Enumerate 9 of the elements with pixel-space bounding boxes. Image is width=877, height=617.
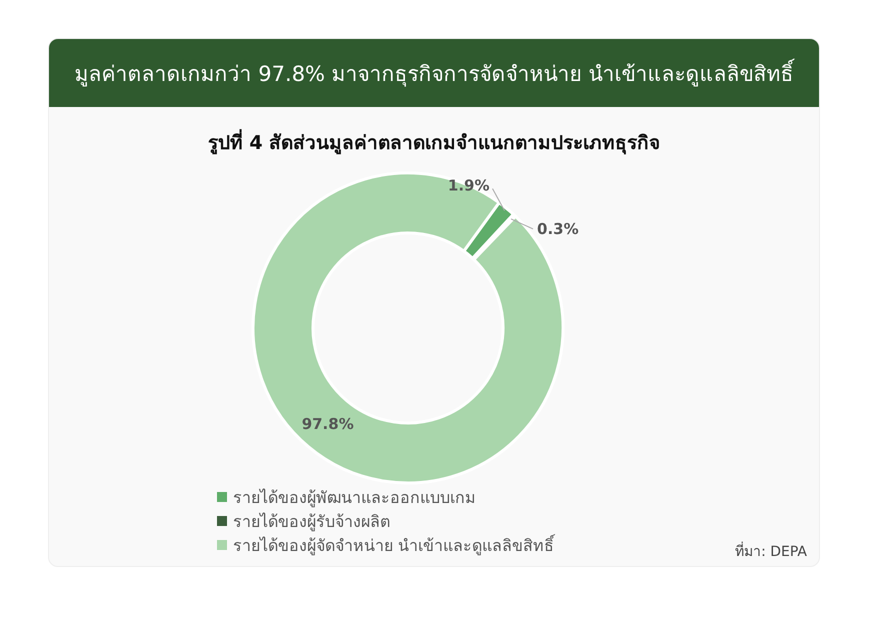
chart-title: มูลค่าตลาดเกมกว่า 97.8% มาจากธุรกิจการจัดจำหน่าย นำเข้าและดูแลลิขสิทธิ์: [49, 39, 819, 107]
text: ที่มา: DEPA: [735, 540, 807, 562]
data-label: 0.3%: [537, 220, 579, 238]
legend-label: รายได้ของผู้พัฒนาและออกแบบเกม: [233, 486, 476, 510]
legend-label: รายได้ของผู้รับจ้างผลิต: [233, 510, 390, 534]
data-label: 1.9%: [448, 176, 490, 195]
legend-label: รายได้ของผู้จัดจำหน่าย นำเข้าและดูแลลิขสิทธิ์: [233, 533, 554, 558]
data-label: 97.8%: [302, 414, 354, 433]
chart-subtitle: รูปที่ 4 สัดส่วนมูลค่าตลาดเกมจำแนกตามประเภทธุรกิจ: [206, 128, 662, 156]
